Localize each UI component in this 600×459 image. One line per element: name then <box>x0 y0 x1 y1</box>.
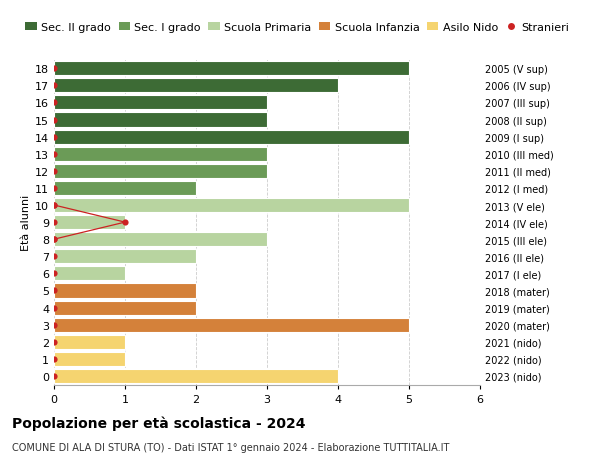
Bar <box>54 113 267 127</box>
Legend: Sec. II grado, Sec. I grado, Scuola Primaria, Scuola Infanzia, Asilo Nido, Stran: Sec. II grado, Sec. I grado, Scuola Prim… <box>25 23 569 33</box>
Bar <box>54 216 125 230</box>
Text: COMUNE DI ALA DI STURA (TO) - Dati ISTAT 1° gennaio 2024 - Elaborazione TUTTITAL: COMUNE DI ALA DI STURA (TO) - Dati ISTAT… <box>12 442 449 452</box>
Bar <box>54 62 409 76</box>
Bar <box>54 369 338 383</box>
Point <box>49 151 59 158</box>
Point <box>49 100 59 107</box>
Point <box>49 117 59 124</box>
Point <box>49 321 59 329</box>
Bar <box>54 130 409 144</box>
Bar <box>54 335 125 349</box>
Point <box>49 168 59 175</box>
Point <box>49 202 59 209</box>
Bar <box>54 96 267 110</box>
Bar <box>54 267 125 281</box>
Bar <box>54 199 409 213</box>
Bar <box>54 352 125 366</box>
Bar <box>54 250 196 264</box>
Point <box>49 304 59 312</box>
Point <box>49 287 59 295</box>
Bar <box>54 181 196 196</box>
Bar <box>54 233 267 246</box>
Y-axis label: Età alunni: Età alunni <box>21 195 31 251</box>
Point <box>120 219 130 226</box>
Bar <box>54 164 267 179</box>
Bar <box>54 301 196 315</box>
Bar <box>54 284 196 298</box>
Point <box>49 202 59 209</box>
Point <box>49 236 59 243</box>
Point <box>49 253 59 260</box>
Bar <box>54 147 267 162</box>
Point <box>49 338 59 346</box>
Point <box>49 373 59 380</box>
Point <box>49 355 59 363</box>
Point <box>49 236 59 243</box>
Text: Popolazione per età scolastica - 2024: Popolazione per età scolastica - 2024 <box>12 415 305 430</box>
Bar <box>54 318 409 332</box>
Bar <box>54 79 338 93</box>
Point <box>49 219 59 226</box>
Point <box>49 134 59 141</box>
Point <box>49 270 59 278</box>
Point <box>49 83 59 90</box>
Point <box>49 65 59 73</box>
Point <box>49 185 59 192</box>
